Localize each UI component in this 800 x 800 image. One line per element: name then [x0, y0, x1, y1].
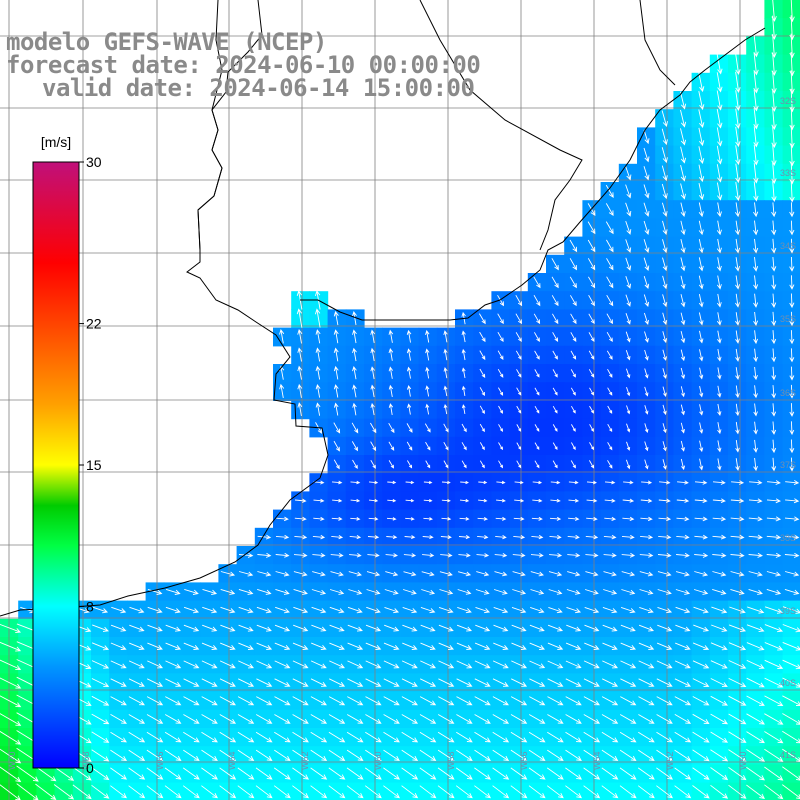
lat-label: 36S	[780, 388, 796, 398]
lat-label: 37S	[780, 460, 796, 470]
lat-label: 32S	[780, 96, 796, 106]
lat-label: 38S	[780, 533, 796, 543]
lat-label: 33S	[780, 168, 796, 178]
coastline	[0, 0, 766, 617]
lat-label: 41S	[780, 750, 796, 760]
lon-label: W52	[665, 751, 675, 770]
colorbar-tick-label: 22	[86, 316, 102, 332]
lon-label: W62	[300, 751, 310, 770]
lat-label: 40S	[780, 678, 796, 688]
lon-label: W56	[519, 751, 529, 770]
lon-label: W60	[373, 751, 383, 770]
lon-label: W50	[738, 751, 748, 770]
colorbar-scale	[32, 161, 80, 769]
lon-label: W58	[446, 751, 456, 770]
lat-label: 34S	[780, 241, 796, 251]
lon-label: W70	[7, 751, 17, 770]
colorbar: [m/s] 30 22 15 8 0	[32, 134, 102, 776]
lon-label: W66	[155, 751, 165, 770]
lon-label: W54	[592, 751, 602, 770]
lon-label: W64	[227, 751, 237, 770]
valid-date: valid date: 2024-06-14 15:00:00	[42, 74, 475, 102]
colorbar-tick-label: 0	[86, 760, 94, 776]
colorbar-tick-label: 8	[86, 598, 94, 614]
colorbar-tick-label: 15	[86, 457, 102, 473]
lon-label: W68	[81, 751, 91, 770]
lat-label: 35S	[780, 314, 796, 324]
grid-labels: W70 W68 W66 W64 W62 W60 W58 W56 W54 W52 W50 32S 33S 3…	[7, 96, 796, 770]
model-title: modelo GEFS-WAVE (NCEP)	[6, 28, 327, 56]
lat-label: 39S	[780, 606, 796, 616]
colorbar-unit: [m/s]	[41, 134, 71, 150]
forecast-date: forecast date: 2024-06-10 00:00:00	[6, 51, 481, 79]
colorbar-tick-label: 30	[86, 154, 102, 170]
